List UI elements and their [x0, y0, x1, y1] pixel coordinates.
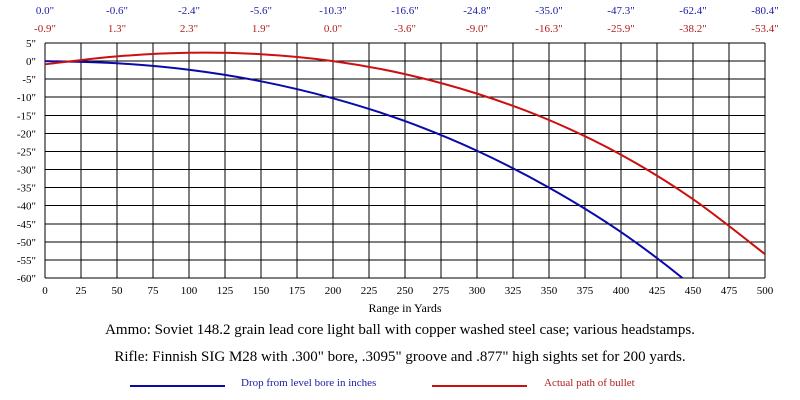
x-tick-label: 325 [505, 285, 522, 297]
legend-drop-swatch [130, 385, 225, 387]
x-tick-label: 425 [649, 285, 666, 297]
y-tick-label: -40" [17, 201, 36, 213]
chart-series [45, 51, 765, 278]
ballistics-chart: 0.0" -0.6" -2.4" -5.6" -10.3" -16.6" -24.8" -35… [17, 5, 779, 315]
x-tick-label: 225 [361, 285, 378, 297]
y-tick-label: -55" [17, 255, 36, 267]
x-tick-label: 275 [433, 285, 450, 297]
x-tick-label: 0 [42, 285, 48, 297]
top-drop-label: 0.0" [36, 5, 54, 17]
top-drop-label: -10.3" [319, 5, 346, 17]
bullet-path-series-line [45, 51, 765, 255]
top-path-label: 1.9" [252, 23, 270, 35]
x-tick-label: 100 [181, 285, 198, 297]
y-tick-label: -25" [17, 146, 36, 158]
x-tick-label: 250 [397, 285, 414, 297]
y-axis-ticks: 5" 0" -5" -10" -15" -20" -25" -30" -35" -40" -45" -… [17, 38, 36, 285]
top-path-label: -9.0" [466, 23, 488, 35]
y-tick-label: -20" [17, 128, 36, 140]
x-tick-label: 200 [325, 285, 342, 297]
x-tick-label: 300 [469, 285, 486, 297]
x-tick-label: 175 [289, 285, 306, 297]
top-drop-label: -24.8" [463, 5, 490, 17]
x-tick-label: 25 [76, 285, 88, 297]
top-path-label: -0.9" [34, 23, 56, 35]
top-path-label: 0.0" [324, 23, 342, 35]
top-drop-label: -35.0" [535, 5, 562, 17]
top-drop-label: -62.4" [679, 5, 706, 17]
top-path-label: -3.6" [394, 23, 416, 35]
chart-grid [44, 42, 766, 279]
top-drop-label: -2.4" [178, 5, 200, 17]
y-tick-label: 5" [26, 38, 36, 50]
y-tick-label: -60" [17, 273, 36, 285]
top-path-labels: -0.9" 1.3" 2.3" 1.9" 0.0" -3.6" -9.0" -16.3" -25… [34, 23, 779, 35]
y-tick-label: 0" [26, 56, 36, 68]
x-tick-label: 125 [217, 285, 234, 297]
top-drop-labels: 0.0" -0.6" -2.4" -5.6" -10.3" -16.6" -24.8" -35… [36, 5, 779, 17]
y-tick-label: -45" [17, 219, 36, 231]
top-path-label: 2.3" [180, 23, 198, 35]
y-tick-label: -5" [22, 74, 36, 86]
x-tick-label: 75 [148, 285, 160, 297]
top-path-label: -16.3" [535, 23, 562, 35]
y-tick-label: -10" [17, 92, 36, 104]
legend-drop-label: Drop from level bore in inches [241, 377, 377, 389]
y-tick-label: -35" [17, 183, 36, 195]
top-path-label: 1.3" [108, 23, 126, 35]
y-tick-label: -30" [17, 165, 36, 177]
y-tick-label: -15" [17, 110, 36, 122]
x-axis-title: Range in Yards [368, 301, 441, 315]
ammo-caption: Ammo: Soviet 148.2 grain lead core light… [105, 322, 695, 338]
top-path-label: -53.4" [751, 23, 778, 35]
x-tick-label: 500 [757, 285, 774, 297]
drop-series-line [45, 60, 684, 278]
x-tick-label: 450 [685, 285, 702, 297]
top-drop-label: -0.6" [106, 5, 128, 17]
top-drop-label: -47.3" [607, 5, 634, 17]
x-tick-label: 400 [613, 285, 630, 297]
top-drop-label: -80.4" [751, 5, 778, 17]
x-tick-label: 375 [577, 285, 594, 297]
top-drop-label: -16.6" [391, 5, 418, 17]
top-path-label: -25.9" [607, 23, 634, 35]
x-tick-label: 150 [253, 285, 270, 297]
x-tick-label: 50 [112, 285, 124, 297]
top-drop-label: -5.6" [250, 5, 272, 17]
legend-path-swatch [432, 385, 527, 387]
y-tick-label: -50" [17, 237, 36, 249]
rifle-caption: Rifle: Finnish SIG M28 with .300" bore, … [114, 349, 686, 365]
x-axis-ticks: 0 25 50 75 100 125 150 175 200 225 250 275 300 325 350… [42, 285, 774, 297]
legend-path-label: Actual path of bullet [544, 377, 635, 389]
x-tick-label: 350 [541, 285, 558, 297]
top-path-label: -38.2" [679, 23, 706, 35]
x-tick-label: 475 [721, 285, 738, 297]
